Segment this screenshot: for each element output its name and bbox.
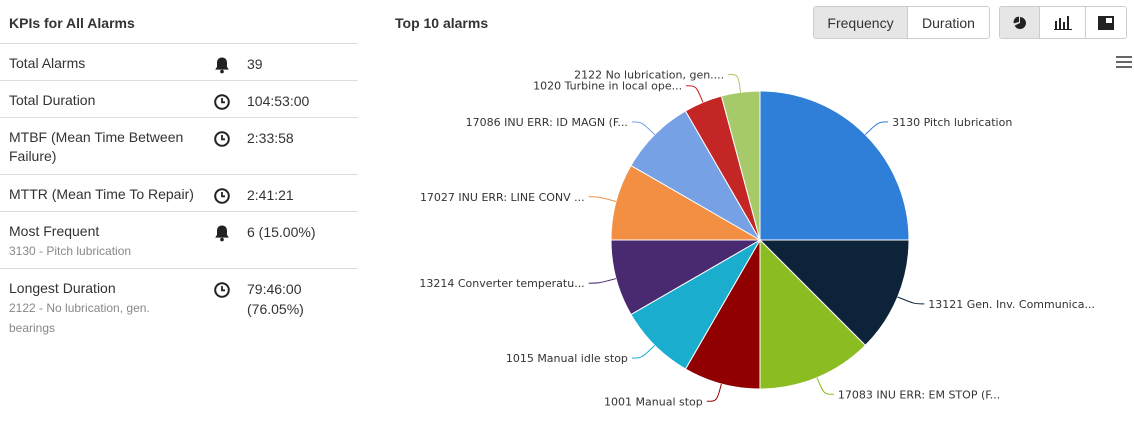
- bell-icon: [215, 225, 229, 242]
- pie-label: 17086 INU ERR: ID MAGN (F...: [466, 116, 628, 129]
- pie-label: 1020 Turbine in local ope...: [533, 80, 682, 93]
- pie-connector: [686, 85, 704, 103]
- kpi-row-mtbf: MTBF (Mean Time Between Failure) 2:33:58: [0, 118, 358, 175]
- kpi-row-total-alarms: Total Alarms 39: [0, 44, 358, 81]
- pie-connector: [631, 345, 655, 359]
- kpi-row-total-duration: Total Duration 104:53:00: [0, 81, 358, 118]
- chart-title: Top 10 alarms: [395, 15, 489, 31]
- pie-label: 2122 No lubrication, gen....: [574, 68, 724, 81]
- kpi-value: 2:33:58: [247, 130, 294, 146]
- bar-chart-button[interactable]: [1040, 7, 1086, 38]
- kpi-value: 6 (15.00%): [247, 224, 316, 240]
- chart-type-toggle: [999, 6, 1127, 39]
- kpi-label: Longest Duration 2122 - No lubrication, …: [9, 279, 174, 338]
- pie-chart-button[interactable]: [1000, 7, 1040, 38]
- kpi-sublabel: 2122 - No lubrication, gen. bearings: [9, 301, 150, 335]
- pie-label: 1015 Manual idle stop: [506, 352, 628, 365]
- pie-label: 1001 Manual stop: [604, 395, 703, 408]
- hamburger-menu-icon[interactable]: [1116, 56, 1132, 68]
- treemap-button[interactable]: [1086, 7, 1126, 38]
- kpi-sublabel: 3130 - Pitch lubrication: [9, 244, 132, 258]
- kpi-label-text: Most Frequent: [9, 223, 100, 239]
- pie-chart-icon: [1013, 16, 1026, 29]
- bell-icon: [215, 57, 229, 74]
- kpi-title: KPIs for All Alarms: [0, 0, 358, 44]
- bar-chart-icon: [1053, 15, 1072, 30]
- kpi-panel: KPIs for All Alarms Total Alarms 39 Tota…: [0, 0, 358, 345]
- clock-icon: [214, 131, 230, 147]
- kpi-label: MTTR (Mean Time To Repair): [9, 186, 194, 202]
- pie-connector: [631, 121, 655, 135]
- pie-label: 13214 Converter temperatu...: [419, 277, 584, 290]
- pie-connector: [588, 196, 617, 202]
- pie-connector: [897, 296, 925, 305]
- clock-icon: [214, 282, 230, 298]
- clock-icon: [214, 188, 230, 204]
- kpi-value: 104:53:00: [247, 93, 310, 109]
- kpi-label: Total Duration: [9, 92, 96, 108]
- kpi-label: Total Alarms: [9, 55, 86, 71]
- pie-label: 3130 Pitch lubrication: [892, 116, 1012, 129]
- kpi-value: 2:41:21: [247, 187, 294, 203]
- pie-label: 17027 INU ERR: LINE CONV ...: [420, 191, 585, 204]
- metric-toggle: Frequency Duration: [813, 6, 990, 39]
- kpi-row-longest-duration: Longest Duration 2122 - No lubrication, …: [0, 269, 358, 345]
- kpi-label: MTBF (Mean Time Between Failure): [9, 129, 184, 164]
- treemap-icon: [1098, 15, 1114, 30]
- pie-label: 13121 Gen. Inv. Communica...: [928, 298, 1095, 311]
- clock-icon: [214, 94, 230, 110]
- pie-slice[interactable]: [759, 90, 910, 241]
- kpi-label: Most Frequent 3130 - Pitch lubrication: [9, 222, 199, 261]
- kpi-row-most-frequent: Most Frequent 3130 - Pitch lubrication 6…: [0, 212, 358, 269]
- pie-connector: [706, 383, 722, 402]
- pie-label: 17083 INU ERR: EM STOP (F...: [838, 388, 1000, 401]
- pie-connector: [728, 73, 742, 93]
- pie-connector: [865, 121, 889, 135]
- kpi-value: 39: [247, 56, 263, 72]
- pie-connector: [588, 278, 617, 284]
- kpi-label-text: Longest Duration: [9, 280, 116, 296]
- pie-connector: [816, 377, 834, 395]
- frequency-button[interactable]: Frequency: [814, 7, 908, 38]
- kpi-value: 79:46:00 (76.05%): [247, 281, 304, 317]
- duration-button[interactable]: Duration: [908, 7, 989, 38]
- kpi-row-mttr: MTTR (Mean Time To Repair) 2:41:21: [0, 175, 358, 212]
